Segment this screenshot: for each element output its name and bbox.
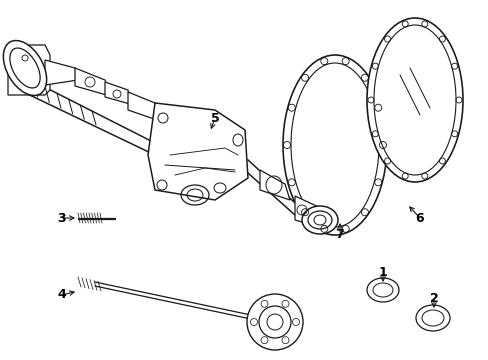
Polygon shape <box>294 196 329 230</box>
Polygon shape <box>148 103 247 200</box>
Ellipse shape <box>283 55 386 235</box>
Text: 2: 2 <box>429 292 437 305</box>
Polygon shape <box>260 170 289 200</box>
Polygon shape <box>75 68 110 96</box>
Polygon shape <box>8 45 50 95</box>
Polygon shape <box>45 60 78 85</box>
Text: 3: 3 <box>58 211 66 225</box>
Ellipse shape <box>366 278 398 302</box>
Ellipse shape <box>366 18 462 182</box>
Ellipse shape <box>246 294 303 350</box>
Ellipse shape <box>302 206 337 234</box>
Text: 7: 7 <box>335 229 344 242</box>
Ellipse shape <box>3 41 46 95</box>
Polygon shape <box>105 82 130 104</box>
Text: 6: 6 <box>415 211 424 225</box>
Ellipse shape <box>415 305 449 331</box>
Polygon shape <box>128 92 157 120</box>
Text: 5: 5 <box>210 112 219 125</box>
Text: 1: 1 <box>378 266 386 279</box>
Text: 4: 4 <box>58 288 66 302</box>
